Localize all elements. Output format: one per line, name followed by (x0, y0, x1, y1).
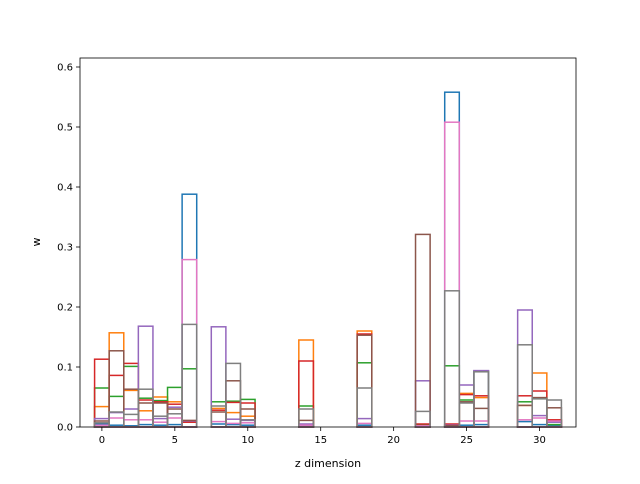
x-tick-label: 5 (172, 435, 178, 446)
y-tick-label: 0.5 (57, 123, 73, 134)
x-axis-ticks: 0 5 10 15 20 25 30 (99, 427, 546, 446)
y-tick-label: 0.2 (57, 303, 73, 314)
x-tick-label: 15 (314, 435, 327, 446)
series-layer (93, 91, 563, 428)
x-tick-label: 30 (533, 435, 546, 446)
x-tick-label: 20 (387, 435, 400, 446)
y-tick-label: 0.1 (57, 363, 73, 374)
axes-frame (79, 57, 577, 428)
y-tick-label: 0.0 (57, 423, 73, 434)
y-axis-ticks: 0.0 0.1 0.2 0.3 0.4 0.5 0.6 (57, 63, 80, 434)
y-tick-label: 0.6 (57, 63, 73, 74)
x-tick-label: 25 (460, 435, 473, 446)
x-tick-label: 10 (241, 435, 254, 446)
y-tick-label: 0.4 (57, 183, 73, 194)
x-tick-label: 0 (99, 435, 105, 446)
y-tick-label: 0.3 (57, 243, 73, 254)
x-axis-label: z dimension (295, 457, 361, 470)
y-axis-label: w (30, 238, 43, 247)
